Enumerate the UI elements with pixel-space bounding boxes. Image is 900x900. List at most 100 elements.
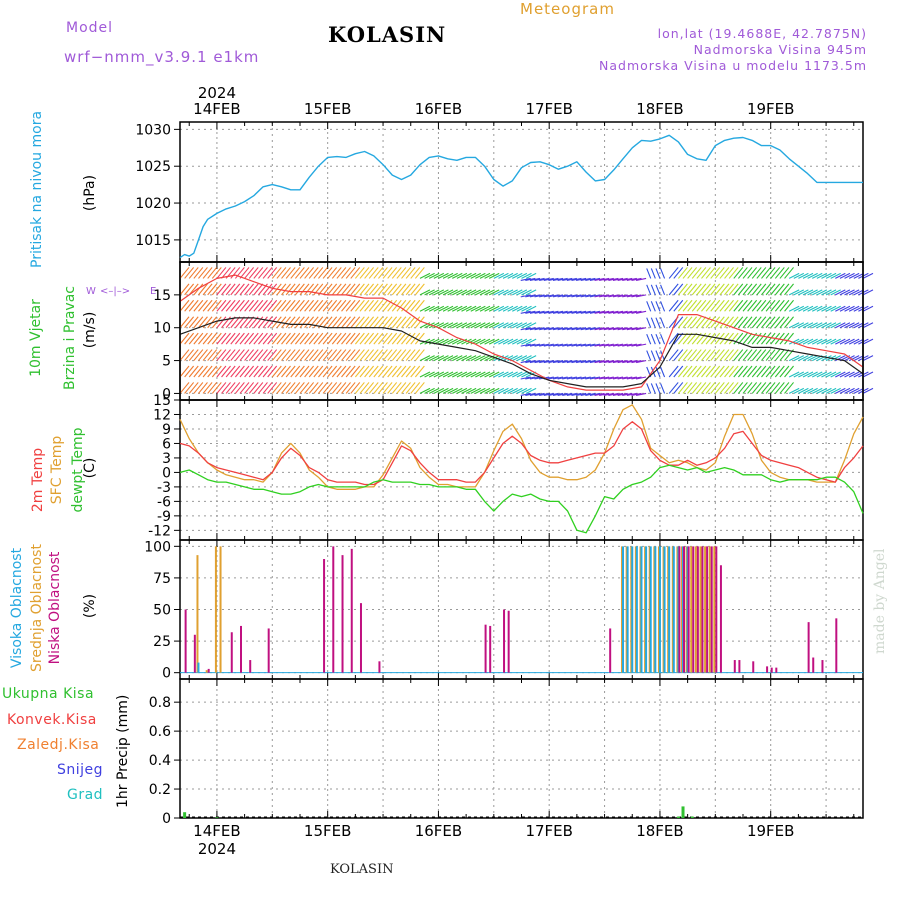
wind-barb <box>668 365 679 378</box>
wind-barb <box>811 338 823 345</box>
wind-barb <box>622 277 633 281</box>
wind-barb <box>271 332 282 345</box>
wind-barb <box>534 277 545 281</box>
wind-barb <box>765 365 776 378</box>
wind-barb <box>479 355 491 362</box>
wind-barb <box>603 360 614 364</box>
wind-barb <box>617 360 628 364</box>
wind-barb <box>512 272 523 279</box>
wind-barb <box>281 316 291 329</box>
wind-barb <box>562 294 573 298</box>
y-tick-label: 1030 <box>135 122 171 138</box>
wind-barb <box>354 349 365 361</box>
wind-barb <box>655 383 661 394</box>
legend-total-rain: Ukupna Kisa <box>2 686 95 702</box>
wind-barb <box>779 299 790 312</box>
wind-barb <box>442 322 454 329</box>
wind-barb <box>253 316 264 329</box>
model-label: Model <box>66 20 114 36</box>
wind-barb <box>682 299 693 312</box>
wind-barb <box>529 360 541 364</box>
wind-barb <box>308 332 319 345</box>
wind-barb <box>230 365 241 378</box>
wind-barb <box>807 289 818 296</box>
wind-barb <box>318 267 328 279</box>
wind-barb <box>798 289 809 296</box>
wind-barb <box>655 350 661 361</box>
wind-barb <box>798 355 809 362</box>
wind-barb <box>248 299 259 312</box>
wind-barb <box>543 360 554 364</box>
wind-barb <box>724 267 734 279</box>
wind-barb <box>216 283 227 296</box>
wind-barb <box>844 305 855 312</box>
wind-barb <box>655 333 661 345</box>
wind-barb <box>710 316 721 329</box>
wind-barb <box>779 316 790 329</box>
wind-barb <box>696 283 707 296</box>
wind-barb <box>650 317 656 328</box>
wind-barb <box>710 283 721 296</box>
wind-barb <box>447 305 458 312</box>
wind-barb <box>516 371 528 378</box>
wind-barb <box>221 365 231 378</box>
wind-barb <box>770 267 781 279</box>
wind-barb <box>710 299 721 312</box>
wind-barb <box>635 294 647 298</box>
wind-speed-line <box>179 317 864 388</box>
wind-barb <box>839 338 851 345</box>
wind-barb <box>520 360 531 364</box>
wind-barb <box>825 322 837 329</box>
wind-barb <box>770 382 781 394</box>
wind-barb <box>198 283 208 296</box>
wind-barb <box>552 294 564 298</box>
wind-barb <box>452 272 463 279</box>
wind-barb <box>835 371 846 378</box>
wind-barb <box>646 333 652 345</box>
wind-barb <box>631 376 642 380</box>
wind-barb <box>747 267 758 279</box>
wind-barb <box>179 332 190 345</box>
wind-barb <box>345 299 356 312</box>
wind-barb <box>322 267 333 279</box>
wind-barb <box>650 333 656 345</box>
wind-barb <box>414 349 425 361</box>
wind-barb <box>452 355 463 362</box>
wind-barb <box>405 316 416 329</box>
wind-barb <box>724 332 734 345</box>
wind-barb <box>470 355 481 362</box>
wind-barb <box>660 333 666 345</box>
wind-barb <box>756 283 767 296</box>
wind-barb <box>225 382 236 394</box>
wind-barb <box>294 365 305 378</box>
wind-barb <box>677 299 688 312</box>
wind-barb <box>512 338 523 345</box>
wind-barb <box>848 289 860 296</box>
wind-barb <box>552 277 564 281</box>
wind-barb <box>571 294 582 298</box>
wind-barb <box>580 343 591 347</box>
wind-barb <box>552 327 564 331</box>
wind-barb <box>696 332 707 345</box>
wind-barb <box>456 272 468 279</box>
wind-barb <box>655 268 661 279</box>
wind-barb <box>359 365 370 378</box>
wind-barb <box>848 322 860 329</box>
wind-barb <box>580 376 591 380</box>
wind-barb <box>184 332 195 345</box>
wind-barb <box>221 316 231 329</box>
wind-barb <box>793 322 805 329</box>
wind-barb <box>498 338 509 345</box>
wind-barb <box>461 322 472 329</box>
wind-barb <box>470 305 481 312</box>
y-tick-label: 1020 <box>135 196 171 212</box>
wind-barb <box>276 299 287 312</box>
wind-barb <box>498 305 509 312</box>
wind-barb <box>364 332 375 345</box>
wind-barb <box>520 310 531 314</box>
precip-bar <box>681 806 685 818</box>
wind-barb <box>179 382 190 394</box>
wind-barb <box>798 371 809 378</box>
wind-barb <box>677 365 688 378</box>
wind-barb <box>239 299 250 312</box>
